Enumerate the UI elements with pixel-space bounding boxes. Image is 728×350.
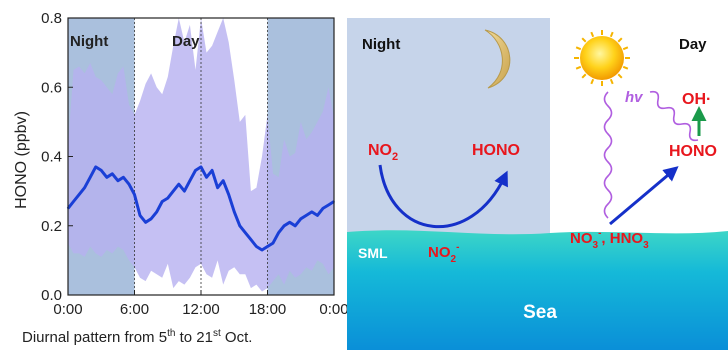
data-point: [144, 221, 147, 224]
sun-ray: [622, 46, 629, 51]
data-point: [105, 176, 108, 179]
night-cycle-arrow: [378, 164, 508, 228]
no2-minus-label: NO2-: [428, 242, 459, 265]
sun-ray: [622, 65, 629, 70]
data-point: [111, 173, 114, 175]
y-tick-label: 0.2: [41, 218, 62, 235]
data-point: [316, 214, 319, 217]
data-point: [311, 211, 313, 213]
mechanism-scheme: Night Day NO2 HONO NO2- SML hv OH· HONO …: [347, 18, 728, 350]
data-point: [166, 197, 169, 199]
data-point: [100, 169, 103, 172]
data-point: [244, 231, 247, 234]
data-point: [200, 166, 202, 168]
hono-right-label: HONO: [669, 143, 717, 160]
sun-ray: [581, 37, 587, 43]
data-point: [83, 186, 86, 189]
data-point: [89, 176, 91, 179]
sun-ray: [617, 37, 623, 43]
x-axis-label: Diurnal pattern from 5th to 21st Oct.: [22, 328, 252, 346]
region-label-day: Day: [172, 33, 200, 50]
light-wave-left: [603, 91, 613, 219]
data-point: [283, 224, 285, 227]
data-point: [183, 190, 186, 192]
sun-ray: [590, 31, 595, 38]
data-point: [161, 200, 164, 203]
data-point: [189, 179, 191, 182]
x-tick-label: 0:00: [53, 301, 82, 318]
data-point: [216, 186, 219, 189]
data-point: [238, 224, 241, 227]
sun-ray: [581, 73, 587, 79]
sml-label: SML: [358, 245, 388, 261]
y-tick-label: 0.4: [41, 149, 62, 166]
data-point: [272, 242, 274, 244]
sun-ray: [590, 78, 595, 85]
sea-label: Sea: [523, 302, 557, 323]
data-point: [172, 190, 175, 192]
sea-body: [347, 230, 728, 350]
data-point: [250, 238, 252, 241]
data-point: [299, 218, 302, 220]
sun-ray: [575, 46, 582, 51]
data-point: [233, 211, 236, 213]
data-point: [266, 245, 269, 248]
y-tick-label: 0.0: [41, 287, 62, 304]
data-point: [122, 176, 125, 179]
data-point: [133, 193, 136, 196]
y-tick-label: 0.8: [41, 10, 62, 27]
data-point: [305, 214, 308, 217]
data-point: [94, 166, 97, 168]
scheme-day-label: Day: [679, 36, 707, 53]
scheme-night-label: Night: [362, 36, 400, 53]
x-tick-label: 18:00: [249, 301, 287, 318]
x-tick-label: 12:00: [182, 301, 220, 318]
region-label-night: Night: [70, 33, 108, 50]
data-point: [72, 200, 75, 203]
oh-label: OH·: [682, 91, 711, 108]
data-point: [294, 224, 297, 227]
y-axis-label: HONO (ppbv): [13, 111, 30, 209]
data-point: [222, 179, 224, 182]
data-point: [227, 193, 230, 196]
chart-mean-series: [66, 165, 335, 252]
x-tick-label: 6:00: [120, 301, 149, 318]
data-point: [211, 169, 213, 172]
data-point: [255, 245, 258, 248]
sun-icon: [574, 30, 630, 86]
data-point: [117, 179, 119, 182]
data-point: [261, 249, 263, 251]
data-point: [78, 193, 80, 196]
data-point: [155, 211, 158, 213]
light-wave-right: [649, 90, 699, 142]
nitrate-label: NO3-, HNO3: [570, 228, 649, 251]
data-point: [288, 221, 291, 224]
no2-label: NO2: [368, 142, 398, 163]
hono-chart: 0.0 0.2 0.4 0.6 0.8 0:00 6:00 12:00 18:00 0:00 Ni…: [13, 10, 349, 346]
data-point: [194, 169, 197, 172]
data-point: [150, 218, 152, 220]
data-point: [277, 231, 280, 234]
hv-label: hv: [625, 89, 644, 106]
data-point: [205, 176, 208, 179]
data-point: [322, 207, 324, 210]
sun-ray: [575, 65, 582, 70]
nitrate-photolysis-arrow: [609, 166, 679, 226]
x-tick-label: 0:00: [319, 301, 348, 318]
sun-ray: [617, 73, 623, 79]
sun-ray: [609, 78, 614, 85]
data-point: [178, 183, 180, 185]
data-point: [327, 204, 330, 206]
hono-left-label: HONO: [472, 142, 520, 159]
data-point: [128, 183, 130, 185]
data-point: [139, 214, 141, 217]
chart-ticks: 0.0 0.2 0.4 0.6 0.8 0:00 6:00 12:00 18:00 0:00: [41, 10, 348, 318]
y-tick-label: 0.6: [41, 79, 62, 96]
night-background: [347, 18, 550, 240]
sun-ray: [609, 31, 614, 38]
moon-icon: [484, 29, 511, 89]
